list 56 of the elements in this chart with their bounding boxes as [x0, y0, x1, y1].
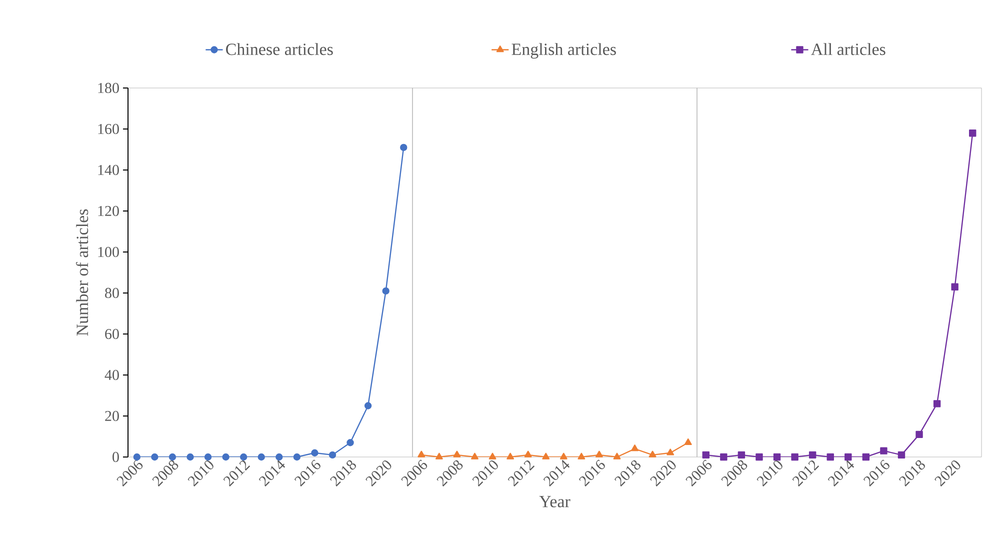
point — [453, 450, 461, 458]
point — [916, 430, 923, 438]
y-tick-label: 20 — [105, 410, 119, 422]
point — [471, 452, 478, 460]
point — [791, 453, 798, 461]
point — [328, 451, 336, 459]
point — [311, 449, 318, 456]
point — [258, 453, 265, 461]
y-tick-label: 100 — [98, 246, 119, 258]
point — [382, 287, 390, 295]
point — [969, 129, 976, 137]
point — [844, 453, 852, 461]
y-tick-label: 140 — [98, 164, 119, 176]
point — [756, 453, 763, 461]
point — [222, 453, 230, 461]
legend-label: All articles — [811, 43, 886, 56]
y-axis-title: Number of articles — [76, 209, 88, 336]
point — [666, 448, 674, 456]
point — [506, 452, 514, 460]
y-tick-label: 0 — [112, 452, 119, 462]
y-tick-label: 160 — [98, 124, 119, 134]
point — [773, 453, 781, 461]
y-tick-label: 40 — [104, 370, 119, 380]
point — [933, 400, 941, 408]
y-tick-label: 80 — [105, 288, 119, 298]
point — [524, 450, 532, 458]
point — [204, 453, 212, 461]
point — [631, 444, 638, 452]
y-tick-label: 180 — [98, 82, 119, 94]
legend-label: English articles — [512, 43, 616, 59]
point — [684, 438, 692, 446]
point — [738, 451, 746, 459]
point — [542, 452, 550, 460]
point — [702, 451, 710, 459]
point — [826, 453, 834, 461]
x-axis-title: Year — [539, 496, 570, 508]
y-tick-label: 60 — [105, 328, 119, 340]
y-tick-label: 120 — [98, 206, 119, 216]
point — [240, 453, 248, 461]
point — [880, 447, 888, 454]
point — [951, 283, 958, 290]
point — [808, 451, 816, 459]
point — [648, 450, 656, 458]
point — [488, 452, 496, 460]
point — [435, 452, 443, 460]
point — [400, 144, 408, 152]
point — [346, 439, 354, 446]
point — [578, 452, 586, 460]
legend-label: Chinese articles — [226, 43, 333, 56]
point — [186, 453, 194, 461]
point — [898, 451, 906, 459]
point — [560, 452, 568, 460]
point — [595, 450, 603, 458]
point — [418, 450, 426, 458]
point — [613, 452, 621, 460]
point — [364, 402, 372, 410]
